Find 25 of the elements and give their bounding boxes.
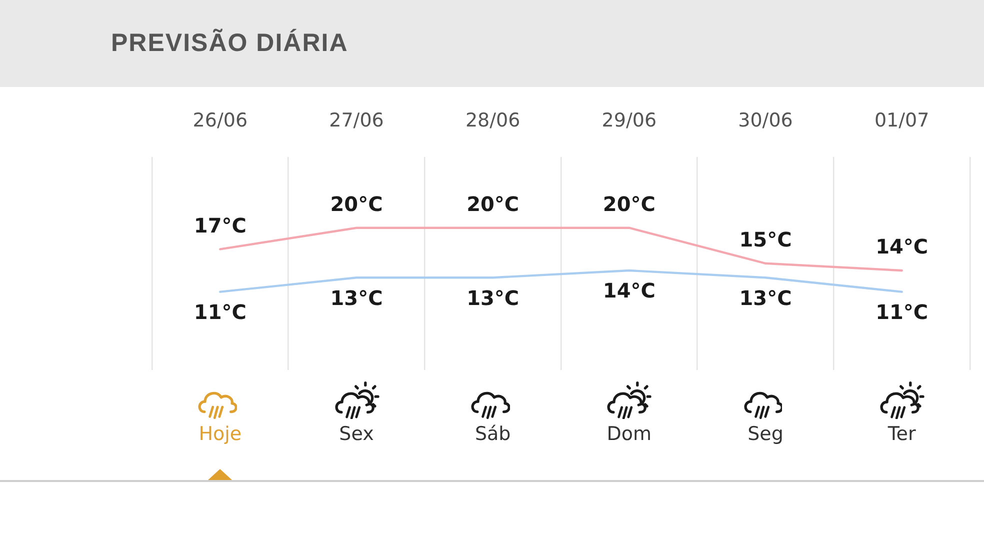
data-label: 11°C <box>194 300 246 324</box>
data-label: 15°C <box>739 228 792 252</box>
data-label: 14°C <box>602 278 656 303</box>
text: Hoje <box>198 422 242 445</box>
data-label: 13°C <box>466 286 520 310</box>
text: Sáb <box>474 422 511 445</box>
data-label: 13°C <box>330 286 383 310</box>
text: Ter <box>886 422 916 445</box>
data-label: 11°C <box>876 300 928 324</box>
x-tick-label: 28/06 <box>465 109 520 132</box>
x-tick-label: 26/06 <box>192 109 248 132</box>
data-label: 20°C <box>602 192 656 216</box>
text: Sex <box>339 422 374 445</box>
chart-title: PREVISÃO DIÁRIA <box>111 29 348 58</box>
text: Seg <box>748 422 784 445</box>
data-label: 20°C <box>466 192 520 216</box>
text: Dom <box>606 422 652 445</box>
x-tick-label: 27/06 <box>329 109 384 132</box>
data-label: 14°C <box>876 234 928 259</box>
x-tick-label: 01/07 <box>874 109 930 132</box>
data-label: 17°C <box>194 213 246 238</box>
x-tick-label: 29/06 <box>602 109 657 132</box>
data-label: 13°C <box>739 286 792 310</box>
data-label: 20°C <box>330 192 383 216</box>
x-tick-label: 30/06 <box>738 109 793 132</box>
